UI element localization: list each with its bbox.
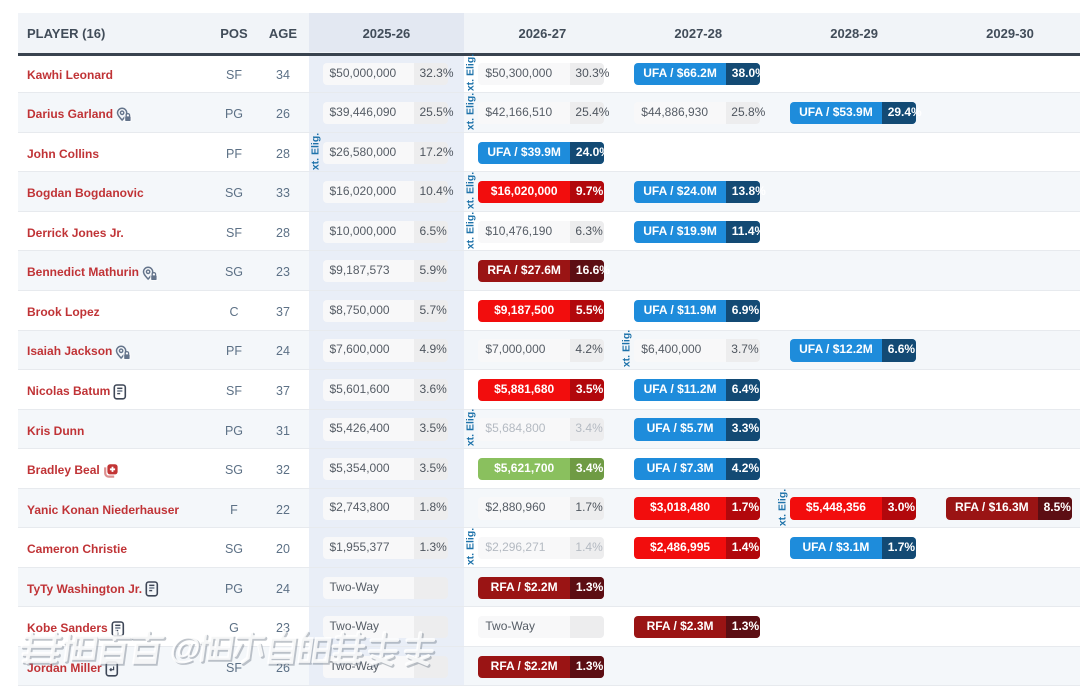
- svg-text:@: @: [168, 630, 203, 665]
- svg-text:@: @: [170, 632, 205, 667]
